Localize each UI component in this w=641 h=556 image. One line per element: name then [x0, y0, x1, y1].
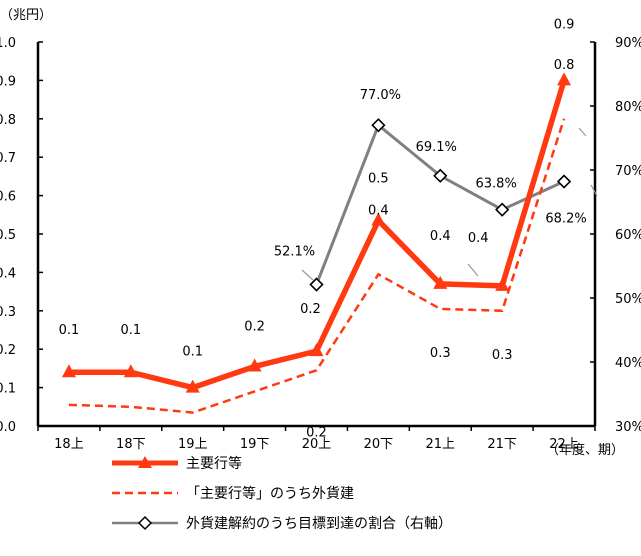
main-data-label: 0.1: [59, 323, 80, 338]
left-axis-unit: （兆円）: [0, 8, 53, 23]
label-leader-line: [578, 127, 587, 137]
left-tick-label: 0.4: [0, 266, 16, 281]
main-data-label: 0.1: [182, 345, 203, 360]
legend-item-ratio: 外貨建解約のうち目標到達の割合（右軸）: [110, 508, 452, 538]
legend-swatch-foreign: [112, 491, 178, 495]
ratio-data-label: 69.1%: [416, 140, 457, 155]
foreign-data-label: 0.2: [306, 425, 327, 440]
right-tick-label: 30%: [615, 420, 641, 435]
legend-item-main: 主要行等: [110, 448, 452, 478]
ratio-series-marker: [433, 168, 448, 183]
ratio-data-label: 63.8%: [476, 177, 517, 192]
left-tick-label: 0.3: [0, 305, 16, 320]
label-leader-line: [467, 263, 479, 277]
x-tick-label: 19下: [240, 437, 270, 452]
label-leader-line: [590, 184, 598, 197]
legend-swatch-ratio: [112, 515, 178, 531]
left-tick-label: 0.0: [0, 420, 16, 435]
main-data-label: 0.2: [244, 319, 265, 334]
foreign-data-label: 0.3: [430, 346, 451, 361]
x-axis-unit: （年度、期）: [546, 443, 625, 458]
main-series-marker: [61, 364, 76, 378]
x-tick-label: 20下: [364, 437, 394, 452]
ratio-data-label: 52.1%: [274, 245, 315, 260]
main-series-marker: [309, 343, 324, 357]
left-tick-label: 0.6: [0, 190, 16, 205]
main-series-marker: [495, 277, 510, 291]
ratio-series-marker: [371, 118, 386, 133]
x-tick-label: 21下: [487, 437, 517, 452]
main-data-label: 0.2: [300, 302, 321, 317]
main-series-line: [68, 79, 567, 391]
foreign-series-line: [68, 118, 566, 414]
left-tick-label: 0.7: [0, 151, 16, 166]
right-tick-label: 40%: [615, 356, 641, 371]
right-tick-label: 60%: [615, 228, 641, 243]
x-tick-label: 19上: [178, 437, 208, 452]
x-tick-label: 21上: [426, 437, 456, 452]
right-tick-label: 90%: [615, 36, 641, 51]
right-tick-label: 50%: [615, 292, 641, 307]
main-series-marker: [247, 358, 262, 372]
main-data-label: 0.4: [430, 229, 451, 244]
main-series-marker: [557, 72, 572, 86]
ratio-data-label: 68.2%: [545, 212, 586, 227]
left-tick-label: 0.1: [0, 382, 16, 397]
legend-label-ratio: 外貨建解約のうち目標到達の割合（右軸）: [186, 516, 452, 532]
legend: 主要行等 「主要行等」のうち外貨建 外貨建解約のうち目標到達の割合（右軸）: [110, 448, 452, 538]
main-data-label: 0.4: [468, 231, 489, 246]
ratio-series-marker: [556, 174, 572, 189]
legend-item-foreign: 「主要行等」のうち外貨建: [110, 478, 452, 508]
right-tick-label: 70%: [615, 164, 641, 179]
main-data-label: 0.9: [554, 17, 575, 32]
legend-swatch-main: [112, 456, 178, 468]
x-tick-label: 18上: [54, 437, 84, 452]
legend-label-main: 主要行等: [186, 456, 242, 472]
left-tick-label: 0.9: [0, 74, 16, 89]
left-tick-label: 0.2: [0, 343, 16, 358]
ratio-series-marker: [495, 202, 510, 217]
foreign-data-label: 0.4: [368, 203, 389, 218]
ratio-data-label: 77.0%: [360, 88, 401, 103]
x-tick-label: 18下: [116, 437, 146, 452]
legend-label-foreign: 「主要行等」のうち外貨建: [186, 486, 354, 502]
left-tick-label: 0.5: [0, 228, 16, 243]
left-tick-label: 1.0: [0, 36, 16, 51]
main-series-marker: [185, 379, 200, 393]
x-tick-label: 20上: [302, 437, 332, 452]
foreign-data-label: 0.8: [554, 58, 575, 73]
ratio-series-marker: [309, 277, 324, 292]
main-data-label: 0.5: [368, 172, 389, 187]
main-series-marker: [433, 275, 448, 289]
main-data-label: 0.1: [120, 323, 141, 338]
x-tick-label: 22上: [549, 437, 579, 452]
right-tick-label: 80%: [615, 100, 641, 115]
label-leader-line: [301, 269, 314, 281]
left-tick-label: 0.8: [0, 113, 16, 128]
main-series-marker: [371, 212, 386, 226]
foreign-data-label: 0.3: [492, 348, 513, 363]
main-series-marker: [123, 364, 138, 378]
